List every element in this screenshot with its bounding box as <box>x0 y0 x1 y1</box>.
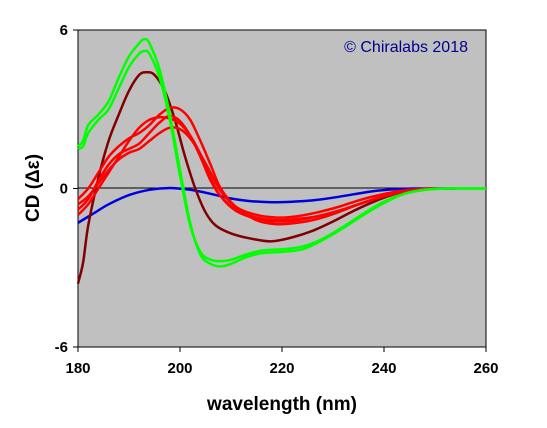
x-tick-label: 200 <box>167 360 192 377</box>
series-line-1 <box>77 186 456 224</box>
x-axis-title: wavelength (nm) <box>206 394 357 415</box>
series-line-2 <box>76 71 436 284</box>
x-tick-label: 260 <box>473 360 498 377</box>
x-tick-label: 180 <box>65 360 90 377</box>
series-layer <box>76 37 486 284</box>
y-tick-label: 0 <box>60 181 68 198</box>
series-line-6 <box>77 106 436 226</box>
y-tick-label: 6 <box>60 22 68 39</box>
x-tick-label: 220 <box>269 360 294 377</box>
x-tick-label: 240 <box>371 360 396 377</box>
y-tick-label: -6 <box>55 339 68 356</box>
y-axis-title: CD (Δε) <box>23 154 44 222</box>
tick-layer: 180 200 220 240 260 6 0 -6 <box>55 22 499 377</box>
series-line-8 <box>77 49 486 263</box>
watermark: © Chiralabs 2018 <box>344 39 468 56</box>
